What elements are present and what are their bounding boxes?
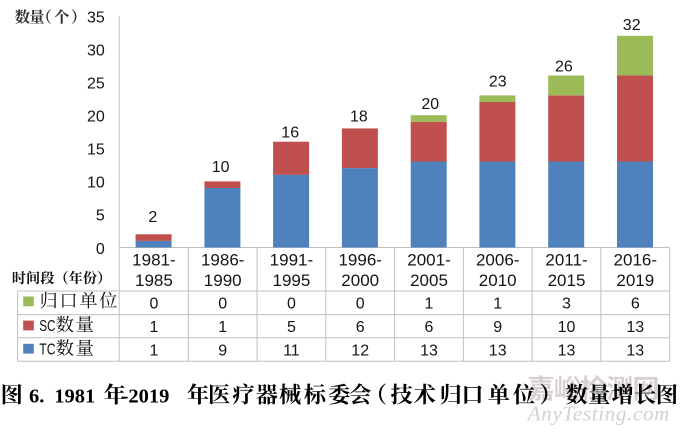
svg-text:2011-: 2011- (545, 251, 587, 270)
svg-text:13: 13 (420, 342, 438, 359)
svg-text:1986-: 1986- (201, 251, 244, 270)
svg-text:1: 1 (493, 296, 502, 313)
svg-text:2000: 2000 (341, 271, 379, 290)
svg-text:5: 5 (287, 319, 296, 336)
svg-text:AnyTesting.com: AnyTesting.com (526, 402, 670, 426)
svg-text:1991-: 1991- (270, 251, 313, 270)
svg-text:13: 13 (558, 342, 576, 359)
svg-text:26: 26 (555, 59, 573, 76)
svg-text:-2019: -2019 (122, 386, 170, 408)
svg-text:3: 3 (562, 296, 571, 313)
svg-text:16: 16 (281, 125, 299, 142)
svg-text:25: 25 (87, 75, 105, 92)
svg-text:1: 1 (149, 342, 158, 359)
svg-text:0: 0 (356, 296, 365, 313)
svg-text:10: 10 (212, 159, 230, 176)
svg-text:2005: 2005 (410, 271, 448, 290)
svg-text:18: 18 (350, 109, 368, 126)
svg-text:SC: SC (39, 318, 55, 335)
svg-text:1981-: 1981- (132, 251, 175, 270)
svg-text:10: 10 (87, 175, 105, 192)
svg-text:0: 0 (149, 296, 158, 313)
svg-text:2010: 2010 (479, 271, 517, 290)
svg-text:13: 13 (489, 342, 507, 359)
svg-text:13: 13 (626, 319, 644, 336)
svg-text:1981: 1981 (54, 386, 95, 408)
svg-text:9: 9 (493, 319, 502, 336)
svg-text:2015: 2015 (548, 271, 586, 290)
svg-text:6.: 6. (29, 386, 44, 408)
svg-text:1: 1 (218, 319, 227, 336)
svg-text:9: 9 (218, 342, 227, 359)
svg-text:30: 30 (87, 42, 105, 59)
svg-text:1996-: 1996- (338, 251, 381, 270)
svg-text:0: 0 (287, 296, 296, 313)
svg-text:15: 15 (87, 142, 105, 159)
svg-text:2006-: 2006- (476, 251, 519, 270)
svg-text:10: 10 (558, 319, 576, 336)
svg-text:2016-: 2016- (614, 251, 657, 270)
svg-text:1990: 1990 (204, 271, 242, 290)
svg-text:6: 6 (631, 296, 640, 313)
svg-text:20: 20 (87, 109, 105, 126)
svg-text:2019: 2019 (616, 271, 654, 290)
svg-text:13: 13 (626, 342, 644, 359)
svg-text:6: 6 (356, 319, 365, 336)
svg-text:32: 32 (623, 17, 641, 34)
svg-text:35: 35 (87, 9, 105, 26)
svg-text:20: 20 (421, 96, 439, 113)
svg-text:11: 11 (283, 342, 300, 359)
svg-text:1985: 1985 (135, 271, 173, 290)
svg-text:1995: 1995 (272, 271, 310, 290)
svg-text:12: 12 (351, 342, 369, 359)
svg-text:6: 6 (425, 319, 434, 336)
svg-text:TC: TC (39, 342, 55, 359)
svg-text:1: 1 (425, 296, 434, 313)
svg-text:5: 5 (96, 208, 105, 225)
svg-text:0: 0 (218, 296, 227, 313)
svg-text:1: 1 (149, 319, 158, 336)
svg-text:2001-: 2001- (407, 251, 450, 270)
svg-text:2: 2 (148, 209, 157, 226)
svg-text:0: 0 (96, 241, 105, 258)
svg-text:23: 23 (489, 74, 507, 91)
